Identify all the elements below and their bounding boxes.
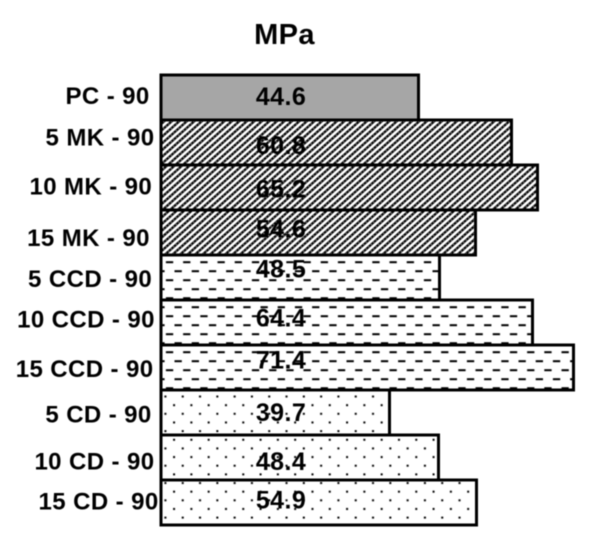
svg-text:10 MK - 90: 10 MK - 90 [29, 174, 152, 201]
svg-text:54.6: 54.6 [256, 216, 306, 244]
svg-text:5 CD - 90: 5 CD - 90 [45, 402, 151, 429]
svg-text:65.2: 65.2 [256, 176, 306, 204]
svg-text:PC - 90: PC - 90 [66, 83, 150, 110]
svg-text:10 CD - 90: 10 CD - 90 [34, 448, 154, 475]
svg-text:54.9: 54.9 [256, 486, 306, 514]
svg-text:48.5: 48.5 [256, 256, 306, 284]
svg-text:15 CD - 90: 15 CD - 90 [39, 488, 159, 515]
svg-text:5 MK - 90: 5 MK - 90 [46, 125, 155, 152]
svg-text:5 CCD - 90: 5 CCD - 90 [28, 266, 152, 293]
svg-text:48.4: 48.4 [256, 448, 306, 476]
svg-text:10 CCD - 90: 10 CCD - 90 [17, 307, 155, 334]
svg-text:15 MK - 90: 15 MK - 90 [27, 225, 150, 252]
svg-text:44.6: 44.6 [256, 83, 306, 111]
svg-text:15 CCD - 90: 15 CCD - 90 [16, 356, 154, 383]
svg-text:71.4: 71.4 [256, 346, 306, 374]
svg-text:39.7: 39.7 [256, 399, 306, 427]
svg-text:60.8: 60.8 [256, 132, 306, 160]
svg-text:MPa: MPa [254, 19, 315, 51]
svg-text:64.4: 64.4 [256, 305, 306, 333]
